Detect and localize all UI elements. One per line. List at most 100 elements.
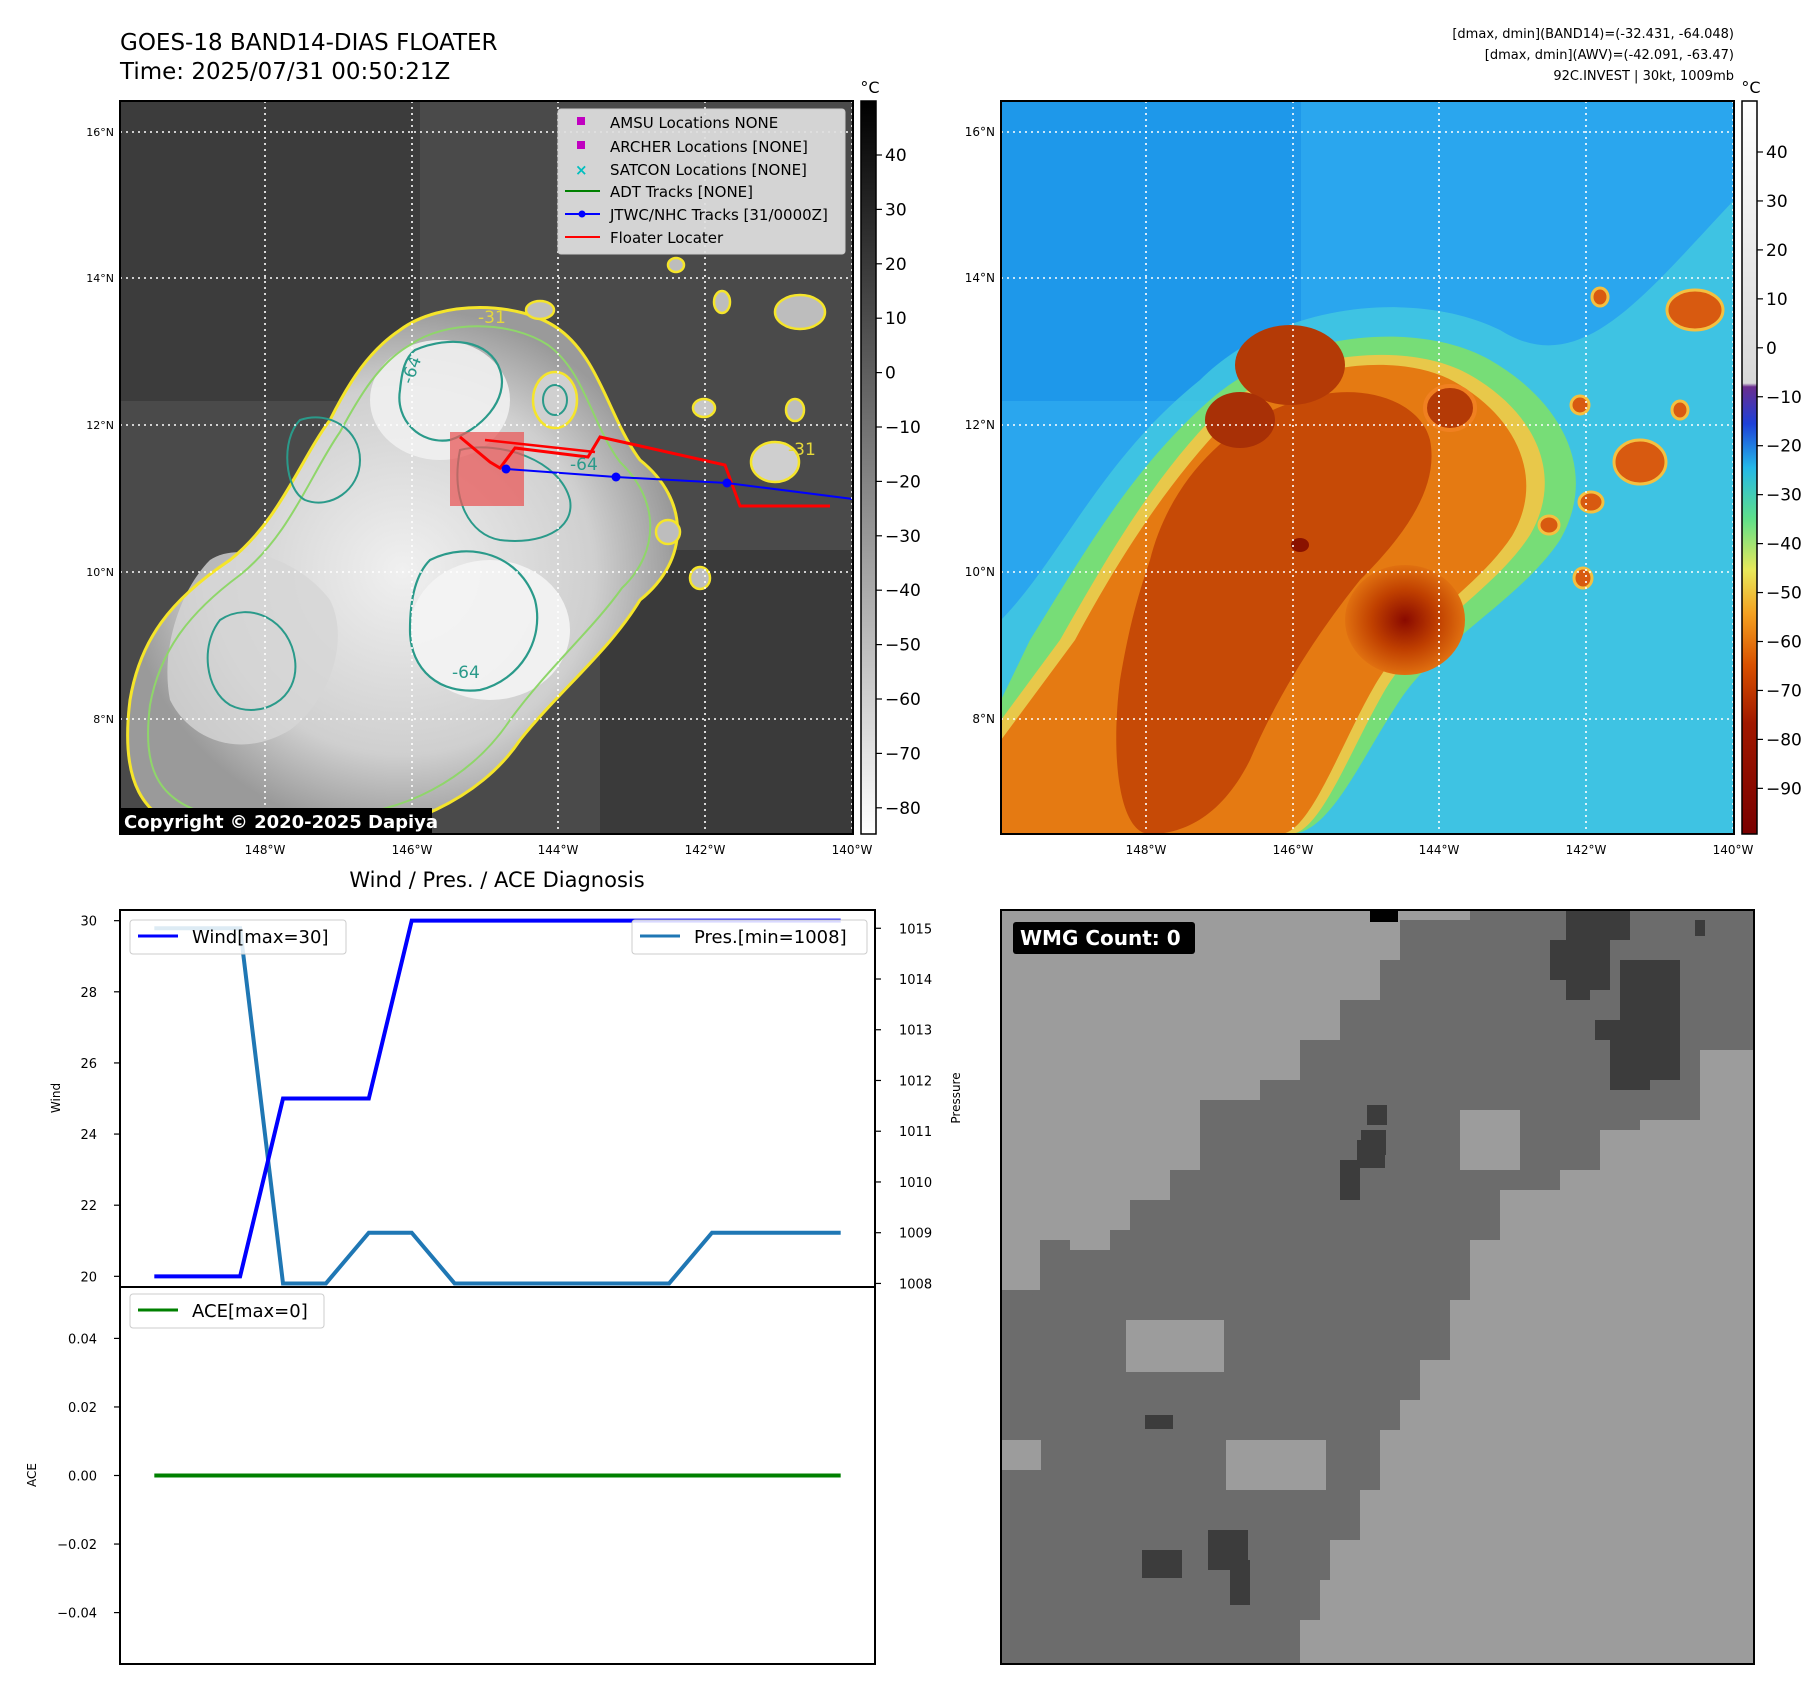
copyright-text: Copyright © 2020-2025 Dapiya (124, 812, 438, 833)
awv-colorbar-tick: −80 (1766, 730, 1802, 750)
awv-lat-tick: 10°N (965, 565, 995, 579)
ir-colorbar-tick: 0 (885, 364, 896, 384)
awv-colorbar-tick: −20 (1766, 437, 1802, 457)
ir-colorbar-unit: °C (860, 78, 879, 97)
ir-lon-tick: 142°W (685, 843, 726, 857)
awv-colorbar-tick: −30 (1766, 486, 1802, 506)
wind-tick-label: 30 (80, 915, 97, 930)
pressure-legend: Pres.[min=1008] (631, 919, 868, 955)
ace-tick-label: −0.02 (57, 1538, 97, 1553)
awv-colorbar-tick: −40 (1766, 535, 1802, 555)
ir-colorbar-tick: −10 (885, 418, 921, 438)
awv-colorbar: °C 40 30 20 10 0 −10 −20 −30 −40 −50 −60 −70 −80 −90 (1741, 78, 1802, 835)
ir-colorbar-tick: 40 (885, 146, 907, 166)
ace-tick-label: 0.02 (68, 1401, 97, 1416)
wind-axis-label: Wind (49, 1083, 63, 1113)
ace-axis-label: ACE (25, 1463, 39, 1487)
ir-colorbar-tick: −20 (885, 472, 921, 492)
jtwc-track-point (611, 472, 621, 482)
awv-colorbar-unit: °C (1741, 78, 1760, 97)
awv-lat-tick: 8°N (972, 712, 995, 726)
ir-lat-tick: 14°N (86, 272, 114, 285)
ir-colorbar: °C 40 30 20 10 0 −10 −20 −30 −40 −50 −60 −70 −80 (860, 78, 921, 835)
awv-colorbar-tick: −90 (1766, 779, 1802, 799)
ir-colorbar-tick: −80 (885, 799, 921, 819)
ir-colorbar-tick: −50 (885, 636, 921, 656)
ace-tick-label: −0.04 (57, 1607, 97, 1622)
awv-lon-tick: 144°W (1419, 843, 1460, 857)
pressure-tick-label: 1010 (899, 1176, 932, 1191)
ir-lat-tick: 12°N (86, 419, 114, 432)
ir-lat-tick: 8°N (93, 713, 114, 726)
ace-legend: ACE[max=0] (129, 1293, 325, 1329)
wind-tick-label: 24 (80, 1128, 97, 1143)
pressure-legend-label: Pres.[min=1008] (694, 927, 847, 948)
ace-legend-label: ACE[max=0] (192, 1301, 308, 1322)
awv-lat-tick: 14°N (965, 271, 995, 285)
pressure-tick-label: 1008 (899, 1277, 932, 1292)
wind-legend: Wind[max=30] (129, 919, 347, 955)
legend-archer: ARCHER Locations [NONE] (610, 138, 808, 156)
awv-colorbar-tick: 0 (1766, 339, 1777, 359)
legend-amsu: AMSU Locations NONE (610, 114, 778, 132)
wind-tick-label: 26 (80, 1057, 97, 1072)
wind-legend-label: Wind[max=30] (192, 927, 329, 948)
wind-tick-label: 20 (80, 1270, 97, 1285)
ir-map-panel: -31 -64 -64 -64 -31 Copyright © 2020-202 (86, 78, 921, 857)
ir-colorbar-tick: 20 (885, 255, 907, 275)
ir-colorbar-tick: 10 (885, 309, 907, 329)
figure-time: Time: 2025/07/31 00:50:21Z (119, 59, 450, 85)
awv-colorbar-tick: −70 (1766, 681, 1802, 701)
ir-colorbar-tick: −60 (885, 690, 921, 710)
info-line-2: [dmax, dmin](AWV)=(-42.091, -63.47) (1485, 48, 1734, 63)
contour-label: -31 (478, 308, 506, 328)
floater-locater-line (459, 435, 830, 508)
awv-colorbar-tick: −60 (1766, 633, 1802, 653)
legend-adt: ADT Tracks [NONE] (610, 183, 753, 201)
legend-floater: Floater Locater (610, 229, 724, 247)
ir-colorbar-tick: −40 (885, 581, 921, 601)
awv-map-panel: 16°N 14°N 12°N 10°N 8°N 148°W 146°W 144°… (965, 78, 1802, 857)
awv-colorbar-tick: −10 (1766, 388, 1802, 408)
ir-lon-tick: 148°W (245, 843, 286, 857)
pressure-tick-label: 1009 (899, 1227, 932, 1242)
contour-label: -64 (452, 663, 480, 683)
jtwc-track-point (722, 478, 732, 488)
awv-lon-tick: 148°W (1126, 843, 1167, 857)
awv-lat-tick: 12°N (965, 418, 995, 432)
figure-title: GOES-18 BAND14-DIAS FLOATER (120, 30, 498, 56)
diag-title: Wind / Pres. / ACE Diagnosis (349, 868, 644, 892)
pressure-tick-label: 1012 (899, 1074, 932, 1089)
pressure-axis-label: Pressure (949, 1072, 963, 1123)
jtwc-track-point (501, 464, 511, 474)
legend-satcon: SATCON Locations [NONE] (610, 161, 807, 179)
wmg-panel: WMG Count: 0 (1000, 909, 1755, 1665)
contour-label: -64 (570, 455, 598, 475)
awv-colorbar-tick: 40 (1766, 143, 1788, 163)
awv-lon-tick: 146°W (1273, 843, 1314, 857)
wind-tick-label: 28 (80, 986, 97, 1001)
ir-lon-tick: 140°W (832, 843, 873, 857)
awv-lat-tick: 16°N (965, 125, 995, 139)
wmg-count-label: WMG Count: 0 (1020, 926, 1181, 950)
pressure-tick-label: 1015 (899, 922, 932, 937)
info-line-1: [dmax, dmin](BAND14)=(-32.431, -64.048) (1452, 27, 1734, 42)
legend-jtwc: JTWC/NHC Tracks [31/0000Z] (609, 206, 828, 224)
jtwc-track-line (505, 468, 853, 500)
awv-colorbar-tick: 20 (1766, 241, 1788, 261)
ace-tick-label: 0.00 (68, 1470, 97, 1485)
ir-colorbar-tick: −30 (885, 527, 921, 547)
awv-colorbar-tick: 30 (1766, 192, 1788, 212)
pressure-tick-label: 1013 (899, 1024, 932, 1039)
svg-text:×: × (575, 161, 588, 179)
diagnosis-panel: Wind / Pres. / ACE Diagnosis 20 22 24 26 28 3… (25, 868, 963, 1665)
ir-colorbar-tick: 30 (885, 200, 907, 220)
wind-tick-label: 22 (80, 1199, 97, 1214)
info-line-3: 92C.INVEST | 30kt, 1009mb (1553, 69, 1734, 84)
ace-tick-label: 0.04 (68, 1332, 97, 1347)
ir-lat-tick: 10°N (86, 566, 114, 579)
wmg-mid-region (1001, 910, 1754, 1664)
contour-label: -31 (788, 440, 816, 460)
map-legend: AMSU Locations NONE ARCHER Locations [NO… (557, 108, 846, 255)
